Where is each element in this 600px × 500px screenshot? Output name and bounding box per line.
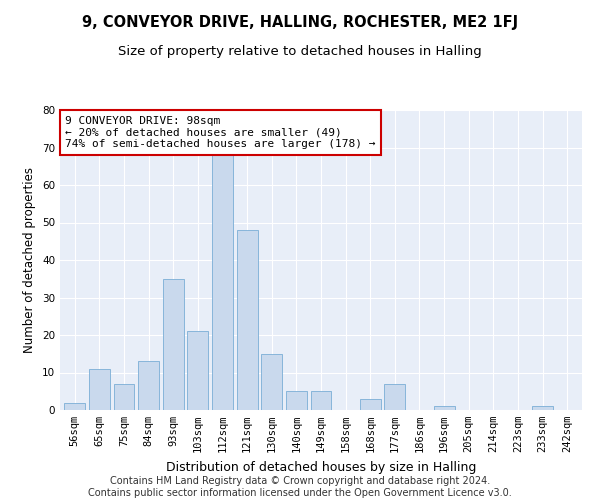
Bar <box>360 399 381 410</box>
Bar <box>138 361 159 410</box>
Bar <box>286 391 307 410</box>
Bar <box>64 402 85 410</box>
Bar <box>89 369 110 410</box>
Text: Contains HM Land Registry data © Crown copyright and database right 2024.
Contai: Contains HM Land Registry data © Crown c… <box>88 476 512 498</box>
Bar <box>236 230 257 410</box>
Y-axis label: Number of detached properties: Number of detached properties <box>23 167 37 353</box>
X-axis label: Distribution of detached houses by size in Halling: Distribution of detached houses by size … <box>166 460 476 473</box>
Text: 9 CONVEYOR DRIVE: 98sqm
← 20% of detached houses are smaller (49)
74% of semi-de: 9 CONVEYOR DRIVE: 98sqm ← 20% of detache… <box>65 116 376 149</box>
Bar <box>261 354 282 410</box>
Bar <box>187 331 208 410</box>
Bar <box>163 279 184 410</box>
Bar <box>434 406 455 410</box>
Bar <box>113 384 134 410</box>
Bar <box>385 384 406 410</box>
Bar <box>212 155 233 410</box>
Text: Size of property relative to detached houses in Halling: Size of property relative to detached ho… <box>118 45 482 58</box>
Text: 9, CONVEYOR DRIVE, HALLING, ROCHESTER, ME2 1FJ: 9, CONVEYOR DRIVE, HALLING, ROCHESTER, M… <box>82 15 518 30</box>
Bar <box>311 391 331 410</box>
Bar <box>532 406 553 410</box>
